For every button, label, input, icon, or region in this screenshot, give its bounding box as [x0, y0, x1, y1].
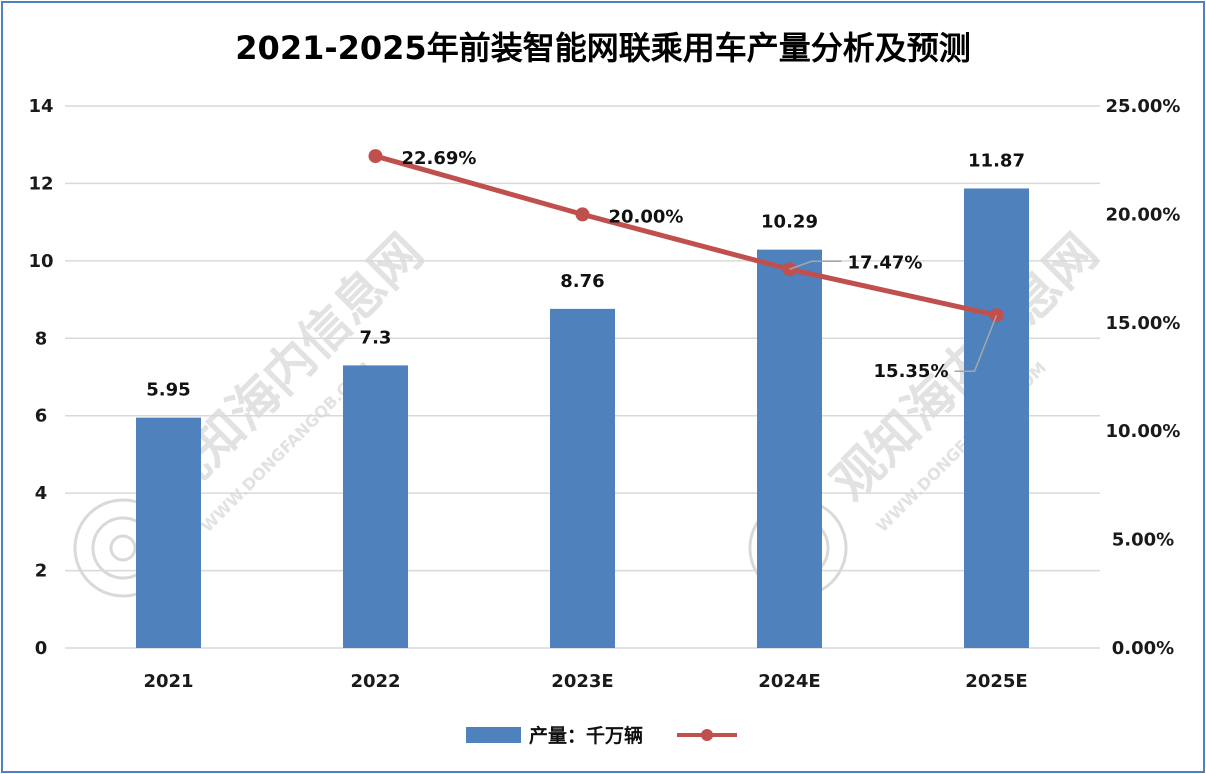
bar-data-label: 10.29 [761, 212, 818, 233]
bar [964, 188, 1029, 648]
bar-data-label: 5.95 [146, 380, 190, 401]
y-left-tick-label: 0 [35, 638, 48, 659]
y-left-tick-label: 8 [35, 328, 48, 349]
y-right-tick-label: 10.00% [1106, 421, 1181, 442]
y-right-tick-label: 0.00% [1112, 638, 1174, 659]
y-left-tick-label: 4 [35, 483, 48, 504]
y-right-tick-label: 5.00% [1112, 530, 1174, 551]
bar [757, 249, 822, 648]
chart-svg: 观知海内信息网 WWW.DONGFANGQB.COM 观知海内信息网 WWW.D… [28, 29, 1181, 747]
y-right-tick-label: 20.00% [1106, 204, 1181, 225]
chart-title: 2021-2025年前装智能网联乘用车产量分析及预测 [235, 29, 970, 67]
line-data-label: 22.69% [402, 148, 477, 169]
x-tick-label: 2023E [551, 671, 613, 692]
legend-swatch-marker [701, 729, 713, 741]
bar-series [136, 188, 1029, 648]
bar-data-label: 11.87 [968, 150, 1025, 171]
line-data-label: 20.00% [609, 206, 684, 227]
line-point [575, 207, 590, 222]
y-left-tick-label: 6 [35, 406, 48, 427]
bar-data-labels: 5.95 7.3 8.76 10.29 11.87 [146, 150, 1025, 400]
leader-line [954, 314, 998, 372]
series-line [374, 153, 998, 318]
bar [550, 308, 615, 648]
x-tick-label: 2024E [758, 671, 820, 692]
y-left-tick-label: 10 [28, 251, 53, 272]
x-axis: 2021 2022 2023E 2024E 2025E [143, 671, 1027, 692]
bar-data-label: 7.3 [360, 327, 392, 348]
bar [136, 417, 201, 648]
line-series [368, 149, 1004, 323]
line-data-labels: 22.69% 20.00% 17.47% 15.35% [402, 148, 998, 382]
x-tick-label: 2025E [965, 671, 1027, 692]
y-axis-left: 0 2 4 6 8 10 12 14 [28, 96, 53, 659]
y-left-tick-label: 14 [28, 96, 53, 117]
legend-swatch-bar [466, 727, 521, 743]
line-data-label: 15.35% [874, 361, 949, 382]
bar-data-label: 8.76 [560, 271, 604, 292]
x-tick-label: 2021 [143, 671, 193, 692]
line-data-label: 17.47% [848, 252, 923, 273]
legend: 产量：千万辆 [466, 724, 737, 747]
y-right-tick-label: 25.00% [1106, 96, 1181, 117]
y-right-tick-label: 15.00% [1106, 313, 1181, 334]
y-axis-right: 0.00% 5.00% 10.00% 15.00% 20.00% 25.00% [1106, 96, 1181, 659]
y-left-tick-label: 2 [35, 561, 48, 582]
bar [343, 365, 408, 648]
y-left-tick-label: 12 [28, 173, 53, 194]
line-point [368, 149, 383, 164]
leader-line [789, 260, 842, 270]
x-tick-label: 2022 [350, 671, 400, 692]
legend-label-bar: 产量：千万辆 [529, 724, 643, 747]
